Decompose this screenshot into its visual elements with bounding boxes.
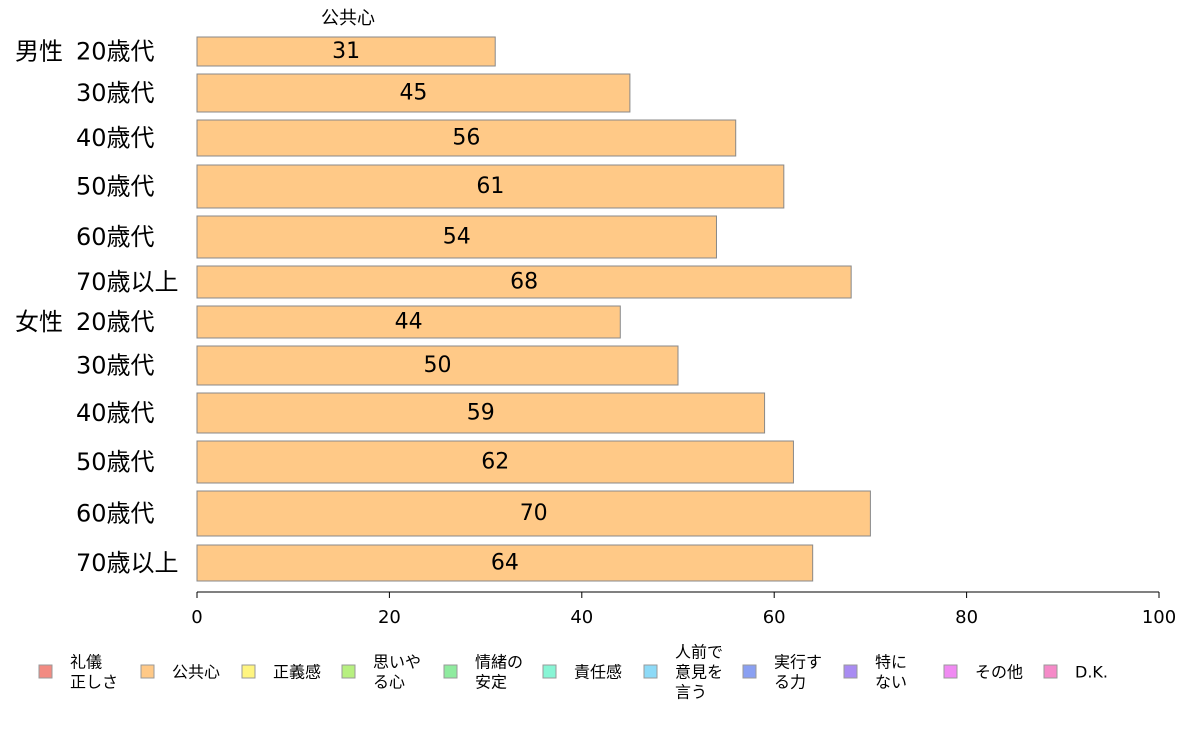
bar-9 bbox=[196, 392, 766, 434]
legend-swatch-2 bbox=[140, 664, 155, 679]
category-label-6: 70歳以上 bbox=[76, 268, 179, 296]
bar-6 bbox=[196, 265, 852, 299]
category-label-9: 40歳代 bbox=[76, 399, 155, 427]
legend-swatch-7 bbox=[643, 664, 658, 679]
value-label-4: 61 bbox=[476, 174, 504, 199]
category-label-4: 50歳代 bbox=[76, 173, 155, 201]
bar-5 bbox=[196, 215, 717, 259]
legend-swatch-5 bbox=[443, 664, 458, 679]
category-label-11: 60歳代 bbox=[76, 500, 155, 528]
category-label-12: 70歳以上 bbox=[76, 549, 179, 577]
bar-7 bbox=[196, 305, 621, 339]
category-label-1: 20歳代 bbox=[76, 38, 155, 66]
group-label-1: 男性 bbox=[15, 38, 63, 66]
group-label-2: 女性 bbox=[15, 308, 63, 336]
legend-label-2: 公共心 bbox=[172, 663, 220, 682]
bar-1 bbox=[196, 36, 496, 67]
value-label-3: 56 bbox=[452, 126, 480, 151]
category-label-8: 30歳代 bbox=[76, 352, 155, 380]
x-tick-label-0: 0 bbox=[191, 607, 202, 628]
x-tick-label-60: 60 bbox=[763, 607, 786, 628]
legend-label-10: その他 bbox=[975, 663, 1023, 682]
x-tick-label-100: 100 bbox=[1142, 607, 1176, 628]
bar-12 bbox=[196, 544, 814, 582]
legend-swatch-9 bbox=[843, 664, 858, 679]
category-label-10: 50歳代 bbox=[76, 448, 155, 476]
value-label-11: 70 bbox=[520, 501, 548, 526]
category-label-7: 20歳代 bbox=[76, 308, 155, 336]
category-label-3: 40歳代 bbox=[76, 124, 155, 152]
value-label-6: 68 bbox=[510, 270, 538, 295]
legend-label-3: 正義感 bbox=[273, 663, 321, 682]
bar-2 bbox=[196, 73, 631, 113]
legend-swatch-4 bbox=[341, 664, 356, 679]
legend-label-6: 責任感 bbox=[574, 663, 622, 682]
value-label-8: 50 bbox=[424, 353, 452, 378]
value-label-1: 31 bbox=[332, 39, 360, 64]
legend-swatch-10 bbox=[943, 664, 958, 679]
bar-10 bbox=[196, 440, 794, 484]
legend-swatch-6 bbox=[542, 664, 557, 679]
legend-swatch-8 bbox=[742, 664, 757, 679]
legend-label-9: 特にない bbox=[875, 653, 907, 692]
category-labels: 20歳代 30歳代 40歳代 50歳代 60歳代 70歳以上 20歳代 30歳代 40歳代 50歳… bbox=[15, 38, 179, 578]
x-axis: 0 20 40 60 80 100 bbox=[191, 591, 1176, 628]
value-label-2: 45 bbox=[399, 81, 427, 106]
legend-swatch-1 bbox=[38, 664, 53, 679]
value-label-9: 59 bbox=[467, 401, 495, 426]
legend-label-8: 実行する力 bbox=[774, 653, 822, 692]
legend-label-1: 礼儀正しさ bbox=[70, 653, 118, 692]
legend-label-5: 情緒の安定 bbox=[475, 653, 523, 692]
category-label-2: 30歳代 bbox=[76, 79, 155, 107]
x-tick-label-80: 80 bbox=[955, 607, 978, 628]
legend-label-7: 人前で意見を言う bbox=[675, 643, 723, 702]
x-tick-label-20: 20 bbox=[378, 607, 401, 628]
bar-4 bbox=[196, 164, 785, 209]
category-label-5: 60歳代 bbox=[76, 223, 155, 251]
x-tick-label-40: 40 bbox=[570, 607, 593, 628]
bar-3 bbox=[196, 119, 737, 157]
legend: 礼儀正しさ 公共心 正義感 思いやる心 情緒の安定 責任感 人前で意見を言う 実行する力 特にな… bbox=[38, 643, 1108, 702]
facet-title: 公共心 bbox=[321, 8, 375, 29]
legend-label-4: 思いやる心 bbox=[373, 653, 421, 692]
bar-11 bbox=[196, 490, 871, 537]
value-label-7: 44 bbox=[395, 310, 423, 335]
value-label-10: 62 bbox=[481, 450, 509, 475]
value-label-5: 54 bbox=[443, 225, 471, 250]
legend-swatch-3 bbox=[241, 664, 256, 679]
value-label-12: 64 bbox=[491, 551, 519, 576]
legend-label-11: D.K. bbox=[1075, 663, 1108, 682]
bar-8 bbox=[196, 345, 679, 386]
legend-swatch-11 bbox=[1043, 664, 1058, 679]
bars-group bbox=[196, 36, 871, 582]
